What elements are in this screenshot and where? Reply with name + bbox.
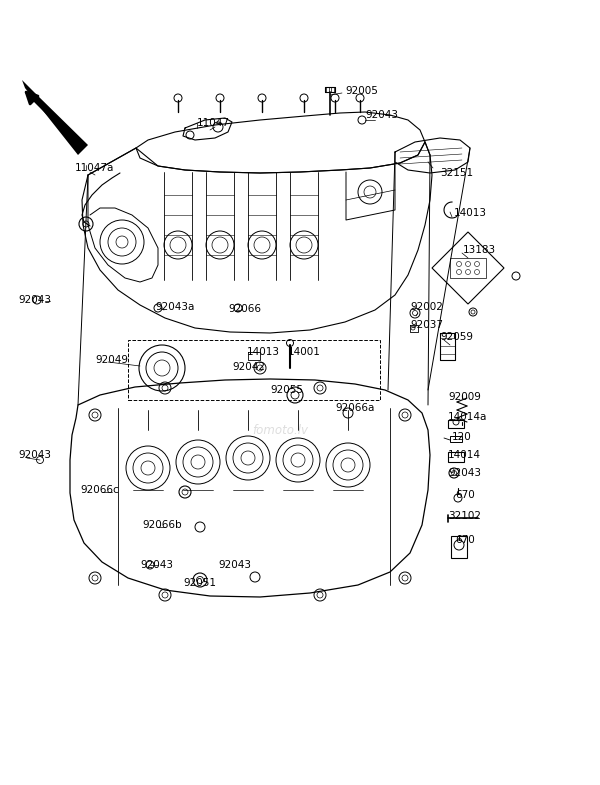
Text: 11047a: 11047a (75, 163, 115, 173)
Text: 11047: 11047 (197, 118, 230, 128)
Text: 92002: 92002 (410, 302, 443, 312)
Text: 92005: 92005 (345, 86, 378, 96)
Text: 32102: 32102 (448, 511, 481, 521)
Text: 92049: 92049 (95, 355, 128, 365)
Text: 670: 670 (455, 535, 475, 545)
Text: 670: 670 (455, 490, 475, 500)
Text: 92066c: 92066c (80, 485, 119, 495)
Text: 13183: 13183 (463, 245, 496, 255)
Text: 92043: 92043 (218, 560, 251, 570)
Bar (448, 420, 464, 428)
Text: 92043: 92043 (365, 110, 398, 120)
Bar (451, 536, 467, 558)
Text: 92051: 92051 (183, 578, 216, 588)
Text: 92009: 92009 (448, 392, 481, 402)
Text: 92055: 92055 (270, 385, 303, 395)
Text: 92066b: 92066b (142, 520, 182, 530)
Text: 120: 120 (452, 432, 472, 442)
Text: 92043: 92043 (140, 560, 173, 570)
Bar (450, 436, 462, 442)
Text: 92043: 92043 (18, 295, 51, 305)
Text: 92066: 92066 (228, 304, 261, 314)
Text: 92043: 92043 (448, 468, 481, 478)
Text: 92043: 92043 (18, 450, 51, 460)
Text: 14014a: 14014a (448, 412, 487, 422)
Text: 14013: 14013 (247, 347, 280, 357)
Bar (128, 340, 380, 400)
Text: 14013: 14013 (454, 208, 487, 218)
Text: 32151: 32151 (440, 168, 473, 178)
Text: 92042: 92042 (232, 362, 265, 372)
Polygon shape (22, 80, 88, 155)
Text: 92066a: 92066a (335, 403, 374, 413)
Text: 14001: 14001 (288, 347, 321, 357)
Text: 14014: 14014 (448, 450, 481, 460)
Text: 92037: 92037 (410, 320, 443, 330)
Text: 92059: 92059 (440, 332, 473, 342)
Bar (448, 452, 464, 462)
Text: fomoto.lv: fomoto.lv (252, 423, 308, 436)
Text: 92043a: 92043a (155, 302, 194, 312)
